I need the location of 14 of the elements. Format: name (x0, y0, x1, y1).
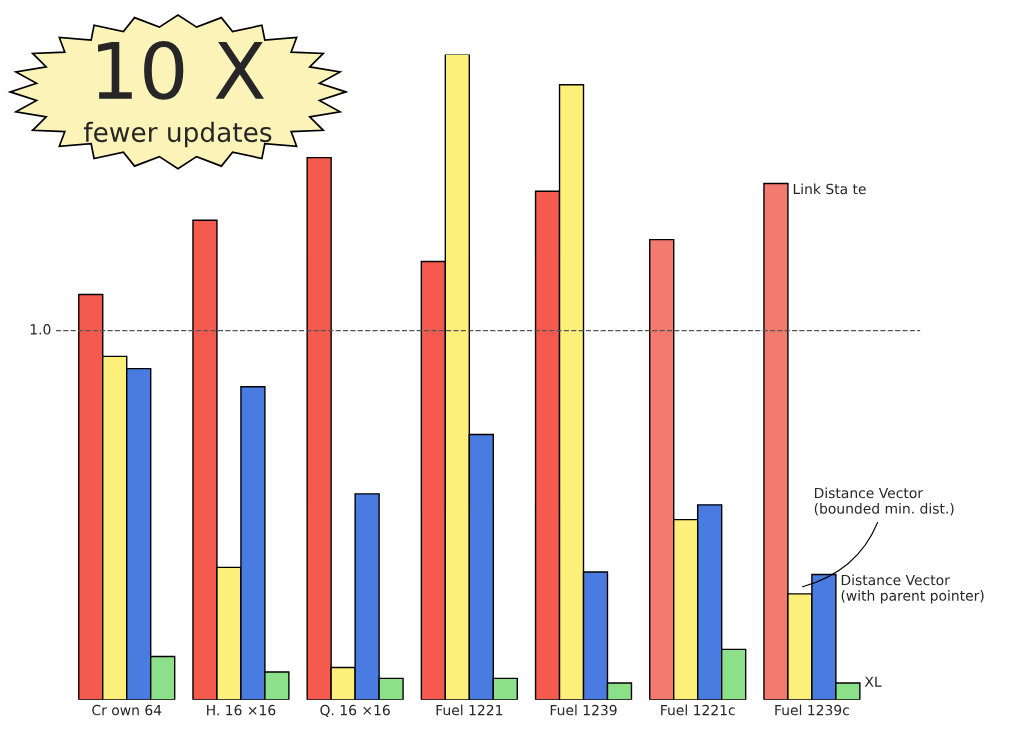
series-label: XL (864, 676, 882, 687)
x-tick-label: Fuel 1221 (436, 704, 503, 716)
annotation: 10 X (98, 40, 265, 100)
x-tick-label: H. 16 ×16 (207, 704, 276, 716)
series-label: Link Sta te (793, 183, 866, 195)
x-tick-label: Cr own 64 (92, 704, 162, 716)
series-label: Distance Vector (with parent pointer) (841, 574, 984, 604)
x-tick-label: Fuel 1239 (550, 704, 617, 716)
x-tick-label: Q. 16 ×16 (320, 704, 390, 717)
annotation: fewer updates (83, 121, 272, 148)
text: 1.0 (30, 324, 51, 335)
x-tick-label: Fuel 1239c (775, 704, 849, 716)
x-tick-label: Fuel 1221c (661, 704, 735, 716)
text: Distance Vector (bounded min. dist.) (814, 487, 954, 516)
